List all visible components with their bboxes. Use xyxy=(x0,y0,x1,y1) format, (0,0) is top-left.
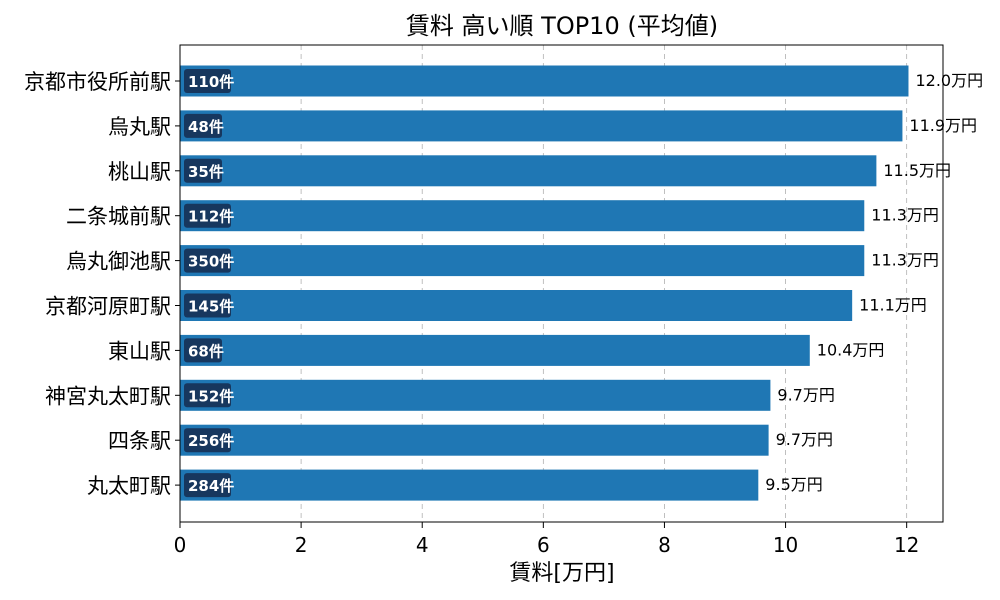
count-badge xyxy=(184,113,222,138)
value-label: 9.7万円 xyxy=(777,385,834,404)
value-label: 11.1万円 xyxy=(859,296,927,315)
count-badge xyxy=(184,248,231,273)
y-tick-label: 二条城前駅 xyxy=(66,205,171,229)
plot-frame xyxy=(179,44,944,523)
x-tick-label: 10 xyxy=(773,533,798,557)
y-tick-label: 京都河原町駅 xyxy=(45,295,171,319)
count-badge xyxy=(184,338,222,363)
y-tick-label: 四条駅 xyxy=(108,429,171,453)
count-badge xyxy=(184,383,231,408)
count-label: 110件 xyxy=(188,73,234,91)
x-tick-label: 0 xyxy=(174,533,187,557)
y-axis-tick-labels: 京都市役所前駅烏丸駅桃山駅二条城前駅烏丸御池駅京都河原町駅東山駅神宮丸太町駅四条… xyxy=(24,70,180,498)
count-label: 350件 xyxy=(188,253,234,271)
chart-title: 賃料 高い順 TOP10 (平均値) xyxy=(406,12,718,40)
value-label: 11.3万円 xyxy=(871,206,939,225)
count-badge xyxy=(184,473,231,498)
count-badge xyxy=(184,428,231,453)
count-label: 35件 xyxy=(188,163,224,181)
count-label: 112件 xyxy=(188,208,234,226)
bars: 12.0万円110件11.9万円48件11.5万円35件11.3万円112件11… xyxy=(180,65,983,501)
x-tick-label: 12 xyxy=(894,533,919,557)
count-label: 152件 xyxy=(188,387,234,405)
count-badge xyxy=(184,158,222,183)
value-label: 12.0万円 xyxy=(915,71,983,90)
bar xyxy=(180,424,769,456)
count-label: 145件 xyxy=(188,298,234,316)
value-label: 11.5万円 xyxy=(883,161,951,180)
x-axis-label: 賃料[万円] xyxy=(509,561,614,586)
value-label: 9.7万円 xyxy=(776,430,833,449)
bar xyxy=(180,65,909,97)
value-label: 10.4万円 xyxy=(817,340,885,359)
count-badge xyxy=(184,293,231,318)
x-axis-tick-labels: 0 2 4 6 8 10 12 xyxy=(174,522,919,557)
bar xyxy=(180,110,903,142)
count-label: 284件 xyxy=(188,477,234,495)
count-label: 256件 xyxy=(188,432,234,450)
value-label: 11.3万円 xyxy=(871,251,939,270)
y-tick-label: 桃山駅 xyxy=(108,160,171,184)
x-tick-label: 2 xyxy=(295,533,308,557)
x-tick-label: 8 xyxy=(658,533,671,557)
y-tick-label: 烏丸御池駅 xyxy=(66,250,171,274)
value-label: 9.5万円 xyxy=(765,475,822,494)
count-label: 48件 xyxy=(188,118,224,136)
y-tick-label: 京都市役所前駅 xyxy=(24,70,171,94)
bar xyxy=(180,290,853,321)
y-tick-label: 丸太町駅 xyxy=(87,474,171,498)
x-tick-label: 6 xyxy=(537,533,550,557)
bar xyxy=(180,200,865,232)
bar xyxy=(180,245,865,277)
y-tick-label: 東山駅 xyxy=(108,339,171,363)
bar xyxy=(180,469,759,501)
y-tick-label: 烏丸駅 xyxy=(108,115,171,139)
y-tick-label: 神宮丸太町駅 xyxy=(45,384,171,408)
bar xyxy=(180,334,810,366)
bar xyxy=(180,155,877,187)
count-badge xyxy=(184,69,231,93)
count-label: 68件 xyxy=(188,342,224,360)
bar xyxy=(180,379,771,411)
count-badge xyxy=(184,203,231,228)
x-tick-label: 4 xyxy=(416,533,429,557)
